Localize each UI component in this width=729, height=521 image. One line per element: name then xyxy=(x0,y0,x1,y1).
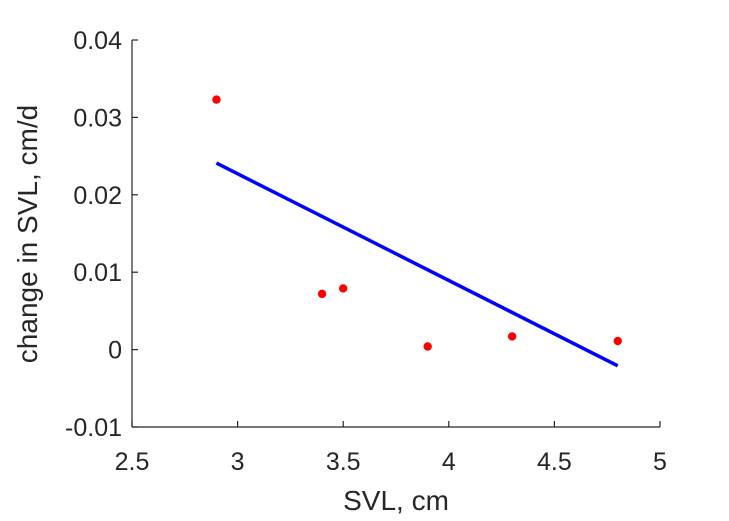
x-tick-label: 4 xyxy=(442,448,456,476)
x-tick-label: 2.5 xyxy=(115,448,150,476)
x-tick-label: 3.5 xyxy=(326,448,361,476)
axes: 2.5 3 3.5 4 4.5 5 -0.01 0 0.01 0.02 0.03 0.04 xyxy=(65,27,667,476)
data-point xyxy=(613,336,622,346)
y-tick-label: -0.01 xyxy=(65,414,122,442)
data-point xyxy=(317,289,327,299)
x-axis-label: SVL, cm xyxy=(343,485,449,516)
data-point xyxy=(339,284,348,293)
x-tick-label: 4.5 xyxy=(537,448,572,476)
x-tick-label: 3 xyxy=(231,448,245,476)
plot-marks xyxy=(212,95,622,368)
y-tick-label: 0 xyxy=(108,337,122,365)
y-tick-label: 0.03 xyxy=(73,104,122,132)
fit-line xyxy=(215,161,619,368)
y-tick-label: 0.01 xyxy=(73,259,122,287)
y-axis-label: change in SVL, cm/d xyxy=(12,105,43,363)
data-point xyxy=(507,332,517,341)
y-tick-label: 0.02 xyxy=(73,182,122,210)
data-point xyxy=(423,342,432,351)
data-point xyxy=(212,95,221,104)
y-tick-label: 0.04 xyxy=(73,27,122,55)
x-tick-label: 5 xyxy=(653,448,667,476)
